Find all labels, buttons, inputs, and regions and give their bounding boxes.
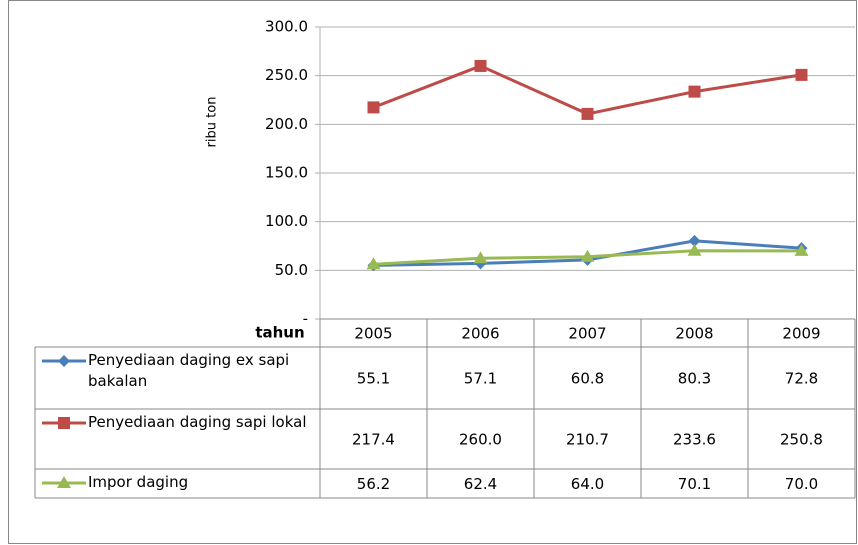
marker <box>367 101 380 114</box>
marker <box>58 417 70 429</box>
series-line <box>372 64 802 116</box>
legend-box: Penyediaan daging sapi lokal <box>88 413 307 431</box>
marker <box>581 107 594 120</box>
data-label: 60.8 <box>571 370 604 388</box>
y-axis-label: ribu ton <box>205 97 220 148</box>
x-tick-label: 2005 <box>354 325 392 343</box>
y-tick-label: 200.0 <box>265 115 308 133</box>
marker <box>57 476 71 488</box>
legend-label: Penyediaan daging sapi lokal <box>88 413 307 431</box>
marker <box>795 68 808 81</box>
marker <box>688 85 701 98</box>
data-label: 64.0 <box>571 475 604 493</box>
data-label: 260.0 <box>459 431 502 449</box>
data-label: 210.7 <box>566 431 609 449</box>
data-label: 217.4 <box>352 431 395 449</box>
data-label: 56.2 <box>357 475 390 493</box>
y-tick-label: 300.0 <box>265 18 308 36</box>
legend-label: Penyediaan daging ex sapi bakalan <box>88 351 290 390</box>
data-label: 62.4 <box>464 475 497 493</box>
x-tick-label: 2009 <box>782 325 820 343</box>
data-label: 70.1 <box>678 475 711 493</box>
marker <box>580 249 595 262</box>
data-label: 233.6 <box>673 431 716 449</box>
data-label: 80.3 <box>678 370 711 388</box>
marker <box>687 243 702 256</box>
data-label: 57.1 <box>464 370 497 388</box>
marker <box>474 59 487 72</box>
x-tick-label: 2006 <box>461 325 499 343</box>
marker <box>58 355 70 367</box>
y-tick-label: 100.0 <box>265 212 308 230</box>
x-tick-label: 2008 <box>675 325 713 343</box>
data-label: 55.1 <box>357 370 390 388</box>
marker <box>688 234 701 247</box>
marker <box>473 251 488 264</box>
y-tick-label: - <box>303 310 308 328</box>
chart-border <box>8 0 857 544</box>
y-tick-label: 150.0 <box>265 164 308 182</box>
data-label: 250.8 <box>780 431 823 449</box>
marker <box>366 257 381 270</box>
x-tick-label: 2007 <box>568 325 606 343</box>
legend-box: Penyediaan daging ex sapi bakalan <box>88 351 290 390</box>
legend-box: Impor daging <box>88 473 189 491</box>
marker <box>794 243 809 256</box>
legend-label: Impor daging <box>88 473 189 491</box>
y-tick-label: 250.0 <box>265 66 308 84</box>
y-tick-label: 50.0 <box>275 261 308 279</box>
data-label: 72.8 <box>785 370 818 388</box>
data-label: 70.0 <box>785 475 818 493</box>
x-axis-label: tahun <box>255 324 304 342</box>
